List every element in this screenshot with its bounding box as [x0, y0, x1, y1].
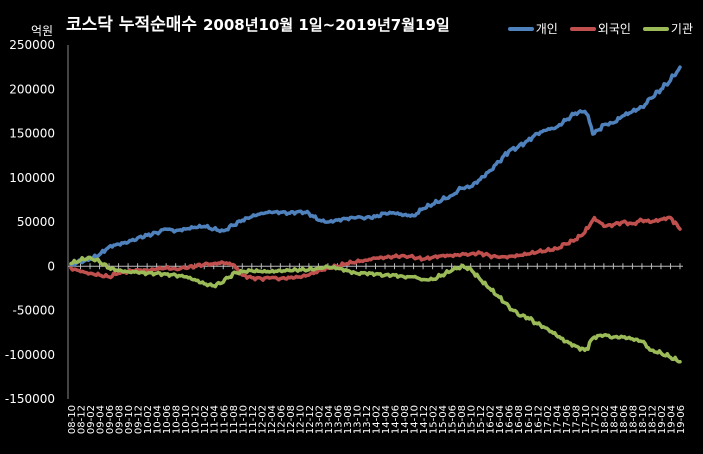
x-tick-label-6: 09-10 — [124, 405, 135, 434]
x-tick-label-53: 17-08 — [571, 405, 582, 434]
legend-item-0: 개인 — [507, 20, 558, 37]
x-tick-label-25: 12-12 — [305, 405, 316, 434]
x-tick-label-45: 16-04 — [495, 405, 506, 434]
legend-item-1: 외국인 — [569, 20, 631, 37]
x-tick-label-16: 11-06 — [219, 405, 230, 434]
x-tick-label-59: 18-08 — [628, 405, 639, 434]
x-tick-label-5: 09-08 — [115, 405, 126, 434]
x-tick-label-32: 14-02 — [372, 405, 383, 434]
x-tick-label-41: 15-08 — [457, 405, 468, 434]
chart-title-period: 2008년10월 1일~2019년7월19일 — [202, 16, 450, 34]
y-tick-label-8: -150000 — [5, 392, 55, 406]
x-tick-label-2: 09-02 — [86, 405, 97, 434]
y-tick-label-7: -100000 — [5, 348, 55, 362]
x-tick-label-48: 16-10 — [524, 405, 535, 434]
series-line-2 — [69, 255, 682, 364]
x-tick-label-7: 09-12 — [134, 405, 145, 434]
x-tick-label-3: 09-04 — [96, 405, 107, 434]
x-tick-label-43: 15-12 — [476, 405, 487, 434]
x-tick-label-47: 16-08 — [514, 405, 525, 434]
x-tick-label-26: 13-02 — [314, 405, 325, 434]
x-tick-label-17: 11-08 — [229, 405, 240, 434]
y-axis-unit-label: 억원 — [31, 24, 54, 38]
series-line-1 — [69, 215, 682, 282]
x-tick-label-15: 11-04 — [210, 405, 221, 434]
legend-swatch-1 — [569, 26, 596, 31]
x-tick-label-23: 12-08 — [286, 405, 297, 434]
x-tick-label-10: 10-06 — [162, 405, 173, 434]
x-tick-label-28: 13-06 — [333, 405, 344, 434]
x-tick-label-40: 15-06 — [448, 405, 459, 434]
x-tick-label-50: 17-02 — [543, 405, 554, 434]
x-tick-label-19: 11-12 — [248, 405, 259, 434]
x-tick-label-49: 16-12 — [533, 405, 544, 434]
x-tick-label-56: 18-02 — [600, 405, 611, 434]
x-tick-label-11: 10-08 — [172, 405, 183, 434]
x-tick-label-4: 09-06 — [105, 405, 116, 434]
x-tick-label-57: 18-04 — [609, 405, 620, 434]
x-tick-label-36: 14-10 — [410, 405, 421, 434]
x-tick-label-27: 13-04 — [324, 405, 335, 434]
x-tick-label-31: 13-12 — [362, 405, 373, 434]
x-tick-label-35: 14-08 — [400, 405, 411, 434]
y-tick-label-4: 50000 — [17, 215, 55, 229]
series-line-0 — [69, 65, 682, 267]
x-tick-label-29: 13-08 — [343, 405, 354, 434]
x-tick-label-58: 18-06 — [619, 405, 630, 434]
x-tick-label-63: 19-04 — [666, 405, 677, 434]
x-tick-label-61: 18-12 — [647, 405, 658, 434]
x-tick-label-54: 17-10 — [581, 405, 592, 434]
x-tick-label-46: 16-06 — [505, 405, 516, 434]
x-tick-label-38: 15-02 — [429, 405, 440, 434]
x-tick-label-18: 11-10 — [238, 405, 249, 434]
y-tick-label-3: 100000 — [9, 171, 55, 185]
x-tick-label-37: 14-12 — [419, 405, 430, 434]
legend-label-2: 기관 — [670, 22, 693, 36]
legend-swatch-0 — [507, 26, 534, 31]
x-tick-label-20: 12-02 — [257, 405, 268, 434]
y-tick-label-1: 200000 — [9, 82, 55, 96]
x-tick-label-14: 11-02 — [200, 405, 211, 434]
x-tick-label-62: 19-02 — [657, 405, 668, 434]
x-tick-label-9: 10-04 — [153, 405, 164, 434]
legend-item-2: 기관 — [642, 20, 693, 37]
x-tick-label-51: 17-04 — [552, 405, 563, 434]
chart-legend: 개인 외국인 기관 — [507, 20, 693, 37]
x-tick-label-64: 19-06 — [676, 405, 687, 434]
chart-title: 코스닥 누적순매수 2008년10월 1일~2019년7월19일 — [66, 10, 450, 35]
x-tick-label-12: 10-10 — [181, 405, 192, 434]
x-tick-label-0: 08-10 — [67, 405, 78, 434]
y-tick-label-2: 150000 — [9, 127, 55, 141]
x-tick-label-30: 13-10 — [352, 405, 363, 434]
y-tick-label-0: 250000 — [9, 38, 55, 52]
x-tick-label-52: 17-06 — [562, 405, 573, 434]
y-tick-label-6: -50000 — [12, 304, 55, 318]
x-tick-label-60: 18-10 — [638, 405, 649, 434]
x-tick-label-21: 12-04 — [267, 405, 278, 434]
chart-title-main: 코스닥 누적순매수 — [66, 15, 198, 35]
x-tick-label-22: 12-06 — [276, 405, 287, 434]
y-tick-label-5: 0 — [47, 259, 55, 273]
x-tick-label-33: 14-04 — [381, 405, 392, 434]
x-tick-label-42: 15-10 — [467, 405, 478, 434]
legend-label-1: 외국인 — [597, 22, 631, 36]
x-tick-label-8: 10-02 — [143, 405, 154, 434]
legend-label-0: 개인 — [535, 22, 558, 36]
x-tick-label-55: 17-12 — [590, 405, 601, 434]
x-tick-label-39: 15-04 — [438, 405, 449, 434]
x-tick-label-34: 14-06 — [391, 405, 402, 434]
x-tick-label-13: 10-12 — [191, 405, 202, 434]
x-tick-label-1: 08-12 — [77, 405, 88, 434]
x-tick-label-44: 16-02 — [486, 405, 497, 434]
x-tick-label-24: 12-10 — [295, 405, 306, 434]
legend-swatch-2 — [642, 26, 669, 31]
